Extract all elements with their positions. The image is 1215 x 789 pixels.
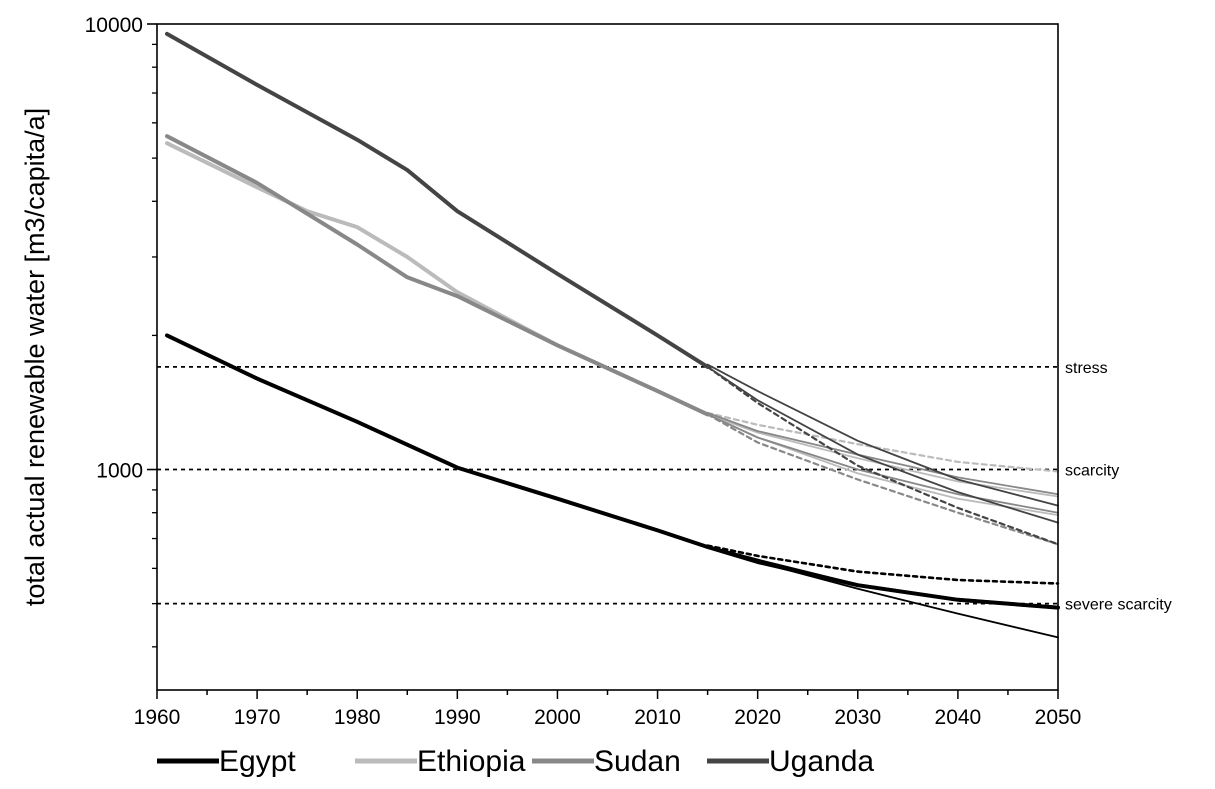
reference-label-stress: stress [1065, 360, 1108, 377]
x-tick-label: 1980 [334, 706, 381, 729]
x-tick-label: 2010 [634, 706, 681, 729]
projection-line-ethiopia-2 [706, 411, 1060, 473]
legend-label-uganda: Uganda [769, 745, 874, 778]
y-tick-label: 10000 [85, 14, 143, 37]
x-tick-label: 2030 [834, 706, 881, 729]
projection-line-uganda-1 [706, 365, 1059, 524]
x-tick-label: 1970 [234, 706, 281, 729]
projection-line-sudan-1 [706, 413, 1059, 514]
projection-line-egypt-2 [706, 544, 1060, 585]
legend-label-ethiopia: Ethiopia [417, 745, 526, 778]
reference-label-severe-scarcity: severe scarcity [1065, 597, 1172, 614]
projection-line-egypt-main [707, 545, 1059, 610]
plot-frame [156, 23, 1059, 691]
x-tick-label: 2050 [1035, 706, 1082, 729]
projection-line-uganda-2 [706, 365, 1060, 546]
series-line-uganda [165, 31, 710, 369]
projection-line-ethiopia-1 [706, 413, 1059, 498]
projection-line-sudan-2 [706, 413, 1060, 546]
x-tick-label: 2040 [935, 706, 982, 729]
x-tick-label: 2000 [534, 706, 581, 729]
legend-label-egypt: Egypt [219, 745, 296, 778]
series-line-sudan [165, 134, 710, 417]
x-tick-label: 1990 [434, 706, 481, 729]
x-tick-label: 2020 [734, 706, 781, 729]
projection-line-uganda-3 [706, 363, 1059, 507]
x-tick-label: 1960 [134, 706, 181, 729]
y-tick-label: 1000 [96, 460, 143, 483]
legend-label-sudan: Sudan [594, 745, 681, 778]
y-axis-label: total actual renewable water [m3/capita/… [20, 108, 50, 606]
reference-label-scarcity: scarcity [1065, 463, 1119, 480]
series-line-egypt [165, 333, 1060, 610]
